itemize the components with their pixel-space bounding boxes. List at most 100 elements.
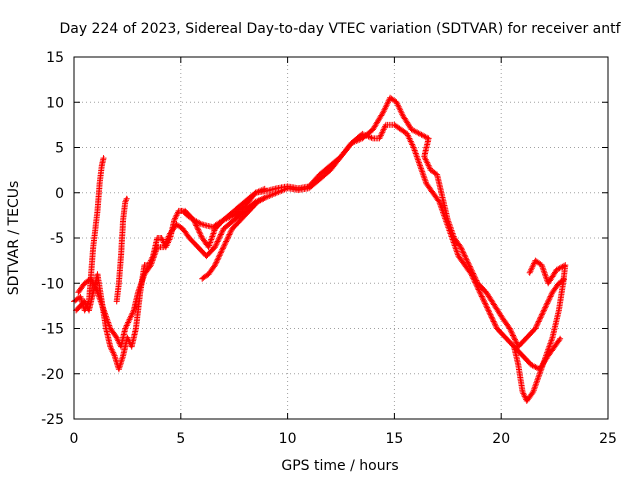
data-point xyxy=(454,237,455,238)
data-point xyxy=(103,156,104,157)
x-tick-label: 10 xyxy=(279,431,297,447)
data-point xyxy=(84,310,85,311)
data-point xyxy=(157,246,158,247)
data-point xyxy=(95,228,96,229)
data-point xyxy=(125,201,126,202)
data-point xyxy=(287,188,288,189)
data-point xyxy=(116,301,117,302)
y-tick-label: -10 xyxy=(41,276,64,292)
data-point xyxy=(223,246,224,247)
data-point xyxy=(379,138,380,139)
data-point xyxy=(565,265,566,266)
data-point xyxy=(432,192,433,193)
y-tick-label: 10 xyxy=(46,95,64,111)
data-point xyxy=(464,265,465,266)
data-point xyxy=(494,305,495,306)
data-point xyxy=(120,256,121,257)
data-point xyxy=(249,210,250,211)
data-point xyxy=(202,224,203,225)
data-point xyxy=(522,355,523,356)
data-point xyxy=(394,124,395,125)
data-point xyxy=(541,265,542,266)
x-tick-label: 15 xyxy=(385,431,403,447)
data-point xyxy=(528,274,529,275)
data-point xyxy=(533,391,534,392)
data-point xyxy=(223,219,224,220)
y-tick-label: 0 xyxy=(55,186,64,202)
y-tick-label: -20 xyxy=(41,367,64,383)
data-point xyxy=(133,310,134,311)
data-point xyxy=(84,301,85,302)
data-point xyxy=(548,283,549,284)
data-point xyxy=(439,201,440,202)
data-point xyxy=(505,337,506,338)
data-point xyxy=(144,265,145,266)
data-point xyxy=(182,228,183,229)
data-point xyxy=(76,310,77,311)
data-point xyxy=(419,133,420,134)
data-point xyxy=(223,228,224,229)
data-point xyxy=(539,373,540,374)
data-point xyxy=(131,346,132,347)
data-point xyxy=(127,337,128,338)
data-point xyxy=(522,391,523,392)
data-point xyxy=(437,174,438,175)
data-point xyxy=(80,296,81,297)
data-point xyxy=(170,233,171,234)
data-point xyxy=(488,310,489,311)
data-point xyxy=(419,165,420,166)
data-point xyxy=(447,219,448,220)
data-point xyxy=(554,346,555,347)
data-point xyxy=(351,142,352,143)
data-point xyxy=(99,183,100,184)
data-point xyxy=(407,133,408,134)
data-point xyxy=(385,124,386,125)
data-point xyxy=(308,188,309,189)
data-point xyxy=(413,147,414,148)
data-point xyxy=(558,283,559,284)
data-point xyxy=(176,224,177,225)
data-point xyxy=(486,292,487,293)
data-point xyxy=(411,129,412,130)
data-point xyxy=(150,265,151,266)
data-point xyxy=(97,274,98,275)
y-tick-label: 5 xyxy=(55,141,64,157)
data-point xyxy=(545,355,546,356)
data-point xyxy=(129,319,130,320)
data-point xyxy=(93,246,94,247)
data-point xyxy=(330,170,331,171)
data-point xyxy=(135,328,136,329)
data-point xyxy=(319,179,320,180)
data-point xyxy=(120,346,121,347)
data-point xyxy=(240,219,241,220)
data-point xyxy=(123,219,124,220)
data-point xyxy=(78,292,79,293)
data-point xyxy=(93,292,94,293)
data-point xyxy=(97,210,98,211)
data-point xyxy=(535,260,536,261)
data-point xyxy=(503,319,504,320)
data-point xyxy=(231,228,232,229)
data-point xyxy=(208,246,209,247)
data-point xyxy=(123,355,124,356)
data-point xyxy=(214,265,215,266)
data-point xyxy=(184,210,185,211)
data-point xyxy=(189,237,190,238)
data-point xyxy=(144,274,145,275)
data-point xyxy=(266,190,267,191)
data-point xyxy=(178,210,179,211)
data-point xyxy=(161,237,162,238)
x-tick-label: 25 xyxy=(599,431,617,447)
data-point xyxy=(101,165,102,166)
data-point xyxy=(458,256,459,257)
data-point xyxy=(127,197,128,198)
data-point xyxy=(362,138,363,139)
data-point xyxy=(257,201,258,202)
data-point xyxy=(426,183,427,184)
data-point xyxy=(390,97,391,98)
data-point xyxy=(396,102,397,103)
data-point xyxy=(103,310,104,311)
data-point xyxy=(163,246,164,247)
data-point xyxy=(535,328,536,329)
data-point xyxy=(372,129,373,130)
